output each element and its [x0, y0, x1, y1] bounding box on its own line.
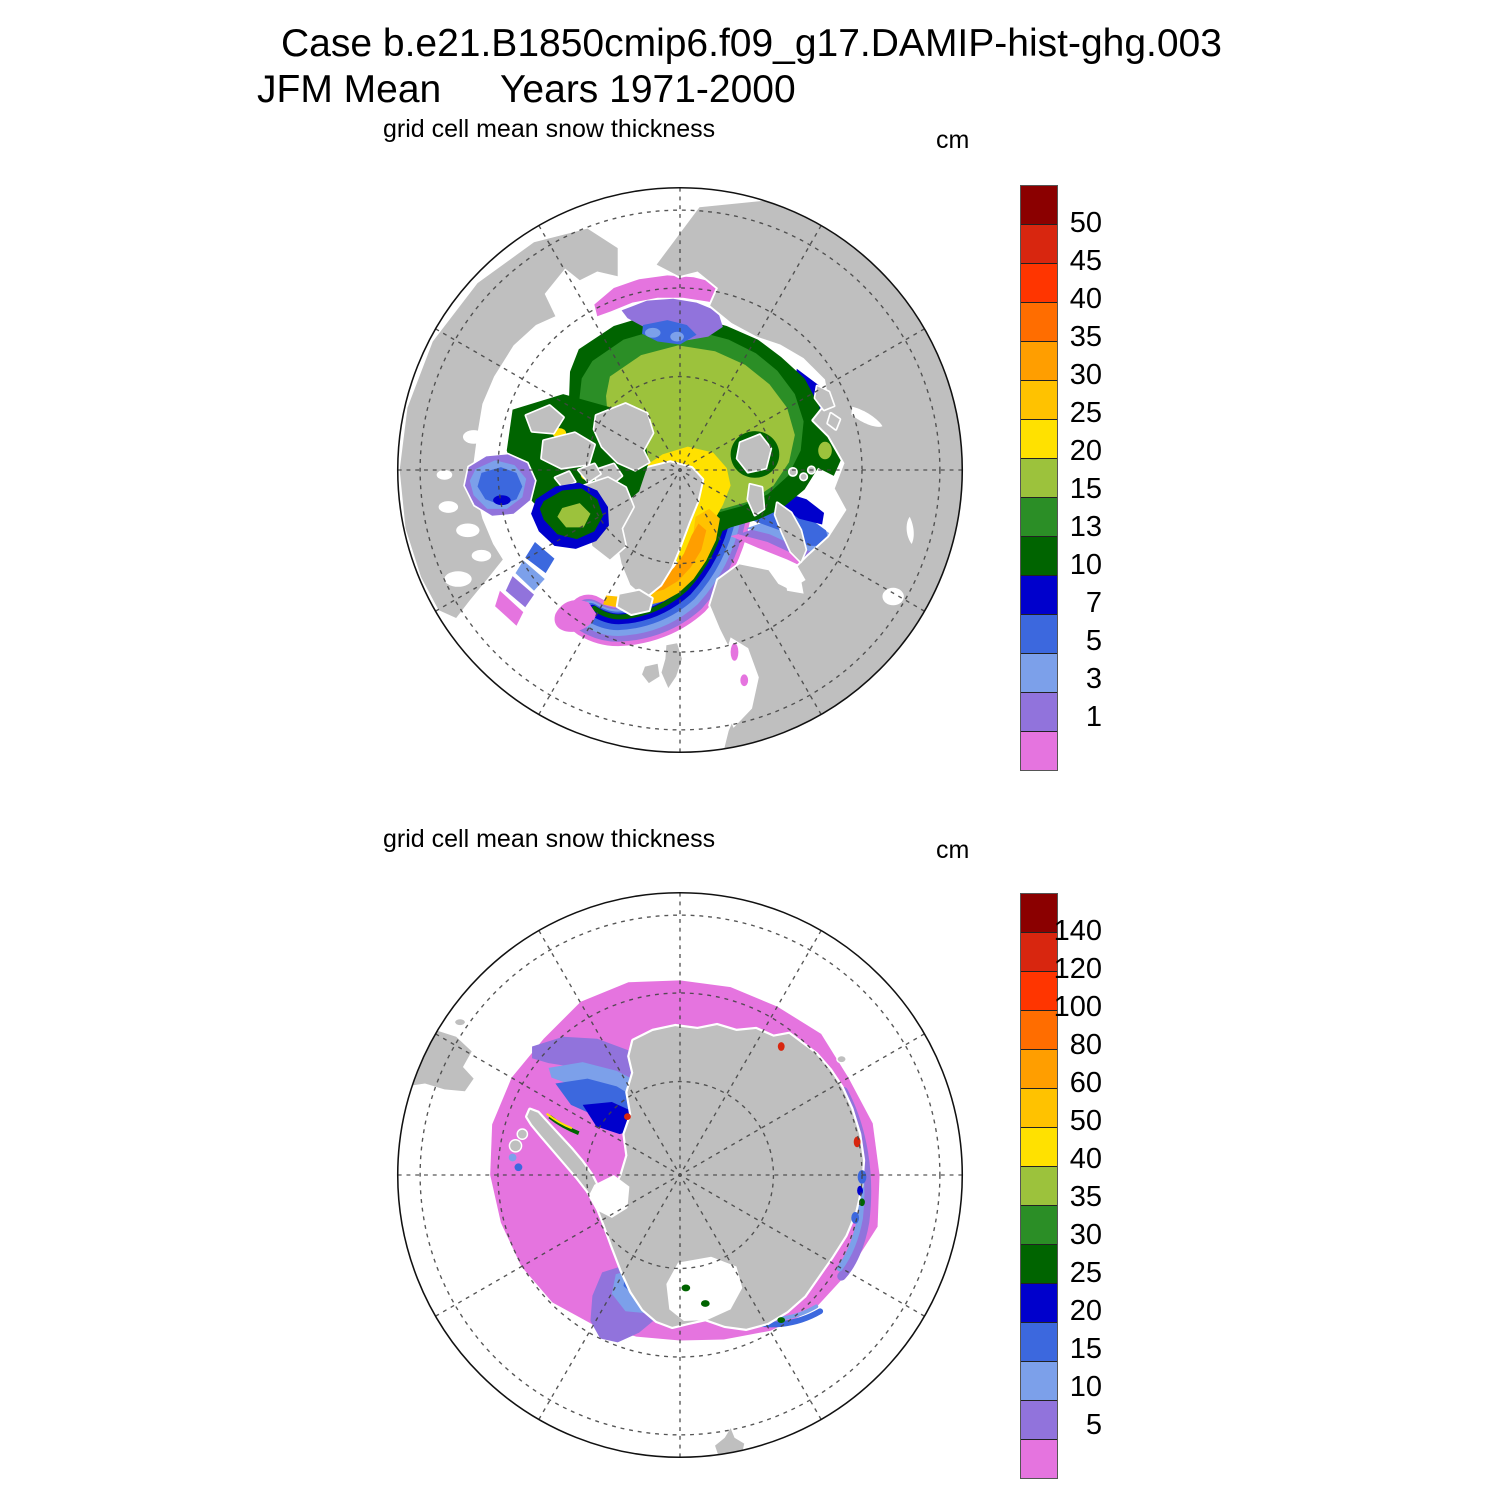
colorbar-segment [1021, 732, 1057, 770]
figure-title-season: JFM Mean [257, 68, 442, 111]
colorbar-segment [1021, 1167, 1057, 1206]
antarctic-map-svg [396, 891, 964, 1459]
arctic-graticule [397, 187, 963, 753]
colorbar-tick-label: 5 [1085, 1408, 1102, 1441]
colorbar-segment [1021, 654, 1057, 693]
north-colorbar-units: cm [936, 126, 970, 154]
colorbar-tick-label: 40 [1069, 282, 1102, 315]
colorbar-tick-label: 25 [1069, 1256, 1102, 1289]
colorbar-segment [1021, 1050, 1057, 1089]
colorbar-segment [1021, 894, 1057, 933]
colorbar-tick-label: 3 [1085, 662, 1102, 695]
colorbar-tick-label: 140 [1053, 914, 1102, 947]
arctic-islands [730, 384, 842, 564]
colorbar-tick-label: 10 [1069, 1370, 1102, 1403]
colorbar-segment [1021, 459, 1057, 498]
antarctic-coastal-specks [546, 1042, 867, 1323]
colorbar-segment [1021, 1440, 1057, 1478]
colorbar-tick-label: 50 [1069, 206, 1102, 239]
colorbar-tick-label: 20 [1069, 1294, 1102, 1327]
colorbar-segment [1021, 972, 1057, 1011]
colorbar-segment [1021, 381, 1057, 420]
colorbar-tick-label: 13 [1069, 510, 1102, 543]
colorbar-segment [1021, 1401, 1057, 1440]
colorbar-segment [1021, 1011, 1057, 1050]
north-panel-subtitle: grid cell mean snow thickness [383, 115, 716, 143]
antarctic-map [388, 883, 972, 1467]
south-panel-subtitle: grid cell mean snow thickness [383, 825, 716, 853]
hudson-bay [463, 452, 537, 518]
figure-title-case: Case b.e21.B1850cmip6.f09_g17.DAMIP-hist… [281, 22, 1222, 65]
south-colorbar-units: cm [936, 836, 970, 864]
colorbar-tick-label: 80 [1069, 1028, 1102, 1061]
colorbar-tick-label: 50 [1069, 1104, 1102, 1137]
colorbar-segment [1021, 576, 1057, 615]
colorbar-tick-label: 1 [1085, 700, 1102, 733]
colorbar-segment [1021, 1089, 1057, 1128]
colorbar-segment [1021, 1128, 1057, 1167]
colorbar-segment [1021, 933, 1057, 972]
antarctica-land [508, 1022, 866, 1331]
arctic-map-boundary [396, 186, 964, 754]
colorbar-tick-label: 40 [1069, 1142, 1102, 1175]
colorbar-segment [1021, 1206, 1057, 1245]
colorbar-segment [1021, 1245, 1057, 1284]
colorbar-tick-label: 5 [1085, 624, 1102, 657]
arctic-map-svg [396, 186, 964, 754]
colorbar-segment [1021, 1362, 1057, 1401]
colorbar-tick-label: 25 [1069, 396, 1102, 429]
colorbar-tick-label: 100 [1053, 990, 1102, 1023]
colorbar-segment [1021, 615, 1057, 654]
colorbar-segment [1021, 693, 1057, 732]
colorbar-swatch-stack [1020, 893, 1058, 1479]
colorbar-segment [1021, 1284, 1057, 1323]
baltic-snow-specks [730, 643, 749, 687]
colorbar-tick-label: 120 [1053, 952, 1102, 985]
colorbar-tick-label: 35 [1069, 1180, 1102, 1213]
colorbar-segment [1021, 537, 1057, 576]
colorbar-segment [1021, 1323, 1057, 1362]
colorbar-segment [1021, 225, 1057, 264]
colorbar-tick-label: 15 [1069, 472, 1102, 505]
colorbar-swatch-stack [1020, 185, 1058, 771]
colorbar-tick-label: 7 [1085, 586, 1102, 619]
colorbar-tick-label: 30 [1069, 358, 1102, 391]
colorbar-tick-label: 15 [1069, 1332, 1102, 1365]
figure-title-years: Years 1971-2000 [500, 68, 796, 111]
colorbar-segment [1021, 303, 1057, 342]
colorbar-segment [1021, 420, 1057, 459]
baffin-bay [495, 482, 609, 626]
colorbar-tick-label: 35 [1069, 320, 1102, 353]
colorbar-segment [1021, 264, 1057, 303]
colorbar-tick-label: 45 [1069, 244, 1102, 277]
colorbar-tick-label: 10 [1069, 548, 1102, 581]
colorbar-segment [1021, 186, 1057, 225]
colorbar-segment [1021, 342, 1057, 381]
antarctic-graticule [397, 892, 963, 1458]
colorbar-tick-label: 20 [1069, 434, 1102, 467]
arctic-map [388, 178, 972, 762]
antarctic-map-boundary [396, 891, 964, 1459]
colorbar-tick-label: 60 [1069, 1066, 1102, 1099]
colorbar-segment [1021, 498, 1057, 537]
colorbar-tick-label: 30 [1069, 1218, 1102, 1251]
